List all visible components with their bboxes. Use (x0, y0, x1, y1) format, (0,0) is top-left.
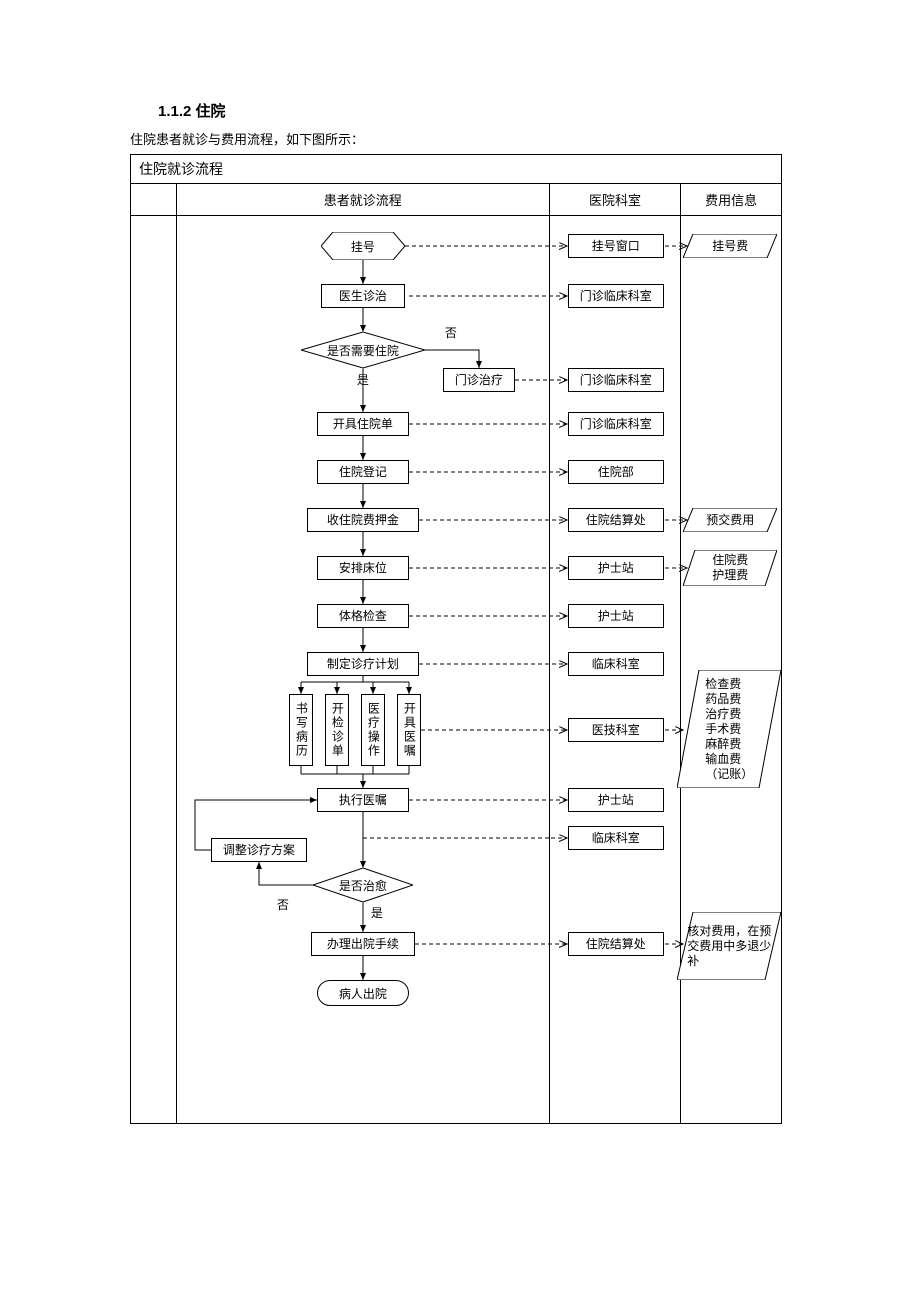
dept-outpatient-2: 门诊临床科室 (568, 368, 664, 392)
lane-fee: 费用信息 挂号费 预交费用 住院费 护理费 检查费 药品费 治疗费 手术费 麻醉… (681, 184, 781, 1123)
dept-settlement-1: 住院结算处 (568, 508, 664, 532)
lane-fee-body: 挂号费 预交费用 住院费 护理费 检查费 药品费 治疗费 手术费 麻醉费 输血费… (681, 216, 781, 1123)
dept-nurse-2: 护士站 (568, 604, 664, 628)
decision-cured: 是否治愈 (313, 868, 413, 902)
node-physical-exam: 体格检查 (317, 604, 409, 628)
lane-dept-body: 挂号窗口 门诊临床科室 门诊临床科室 门诊临床科室 住院部 住院结算处 护士站 … (550, 216, 681, 1123)
fee-multi: 检查费 药品费 治疗费 手术费 麻醉费 输血费 （记账） (677, 670, 781, 788)
node-medical-op: 医疗操作 (361, 694, 385, 766)
fee-hospital-nursing: 住院费 护理费 (683, 550, 777, 586)
node-adjust-plan: 调整诊疗方案 (211, 838, 307, 862)
lane-fee-header: 费用信息 (681, 184, 781, 216)
section-subtitle: 住院患者就诊与费用流程，如下图所示： (130, 129, 800, 148)
dept-nurse-3: 护士站 (568, 788, 664, 812)
node-open-exam: 开检诊单 (325, 694, 349, 766)
label-no-2: 否 (277, 896, 289, 913)
dept-clinical-1: 临床科室 (568, 652, 664, 676)
lane-main-body: 挂号 医生诊治 是否需要住院 否 是 门诊治疗 开具住院单 住院登记 收住院费押… (177, 216, 549, 1123)
lane-blank-header (131, 184, 176, 216)
node-discharge-proc: 办理出院手续 (311, 932, 415, 956)
section-heading: 1.1.2 住院 (158, 100, 800, 121)
dept-outpatient-1: 门诊临床科室 (568, 284, 664, 308)
dept-inpatient: 住院部 (568, 460, 664, 484)
dept-outpatient-3: 门诊临床科室 (568, 412, 664, 436)
lane-department: 医院科室 挂号窗口 门诊临床科室 门诊临床科室 门诊临床科室 住院部 住院结算处… (550, 184, 682, 1123)
node-write-record: 书写病历 (289, 694, 313, 766)
dept-nurse-1: 护士站 (568, 556, 664, 580)
swimlanes: 患者就诊流程 挂号 医生诊治 是否需要住院 否 是 门诊治疗 开具住院单 住院登… (131, 183, 781, 1123)
lane-patient-flow: 患者就诊流程 挂号 医生诊治 是否需要住院 否 是 门诊治疗 开具住院单 住院登… (177, 184, 550, 1123)
lane-main-header: 患者就诊流程 (177, 184, 549, 216)
dept-clinical-2: 临床科室 (568, 826, 664, 850)
node-outpatient-treat: 门诊治疗 (443, 368, 515, 392)
fee-register: 挂号费 (683, 234, 777, 258)
label-yes-1: 是 (357, 371, 369, 388)
node-register: 挂号 (321, 232, 405, 260)
dept-register-window: 挂号窗口 (568, 234, 664, 258)
node-exec-order: 执行医嘱 (317, 788, 409, 812)
node-treatment-plan: 制定诊疗计划 (307, 652, 419, 676)
node-open-order: 开具医嘱 (397, 694, 421, 766)
lane-dept-header: 医院科室 (550, 184, 681, 216)
lane-blank (131, 184, 177, 1123)
dept-tech: 医技科室 (568, 718, 664, 742)
label-no-1: 否 (445, 324, 457, 341)
node-bed-assign: 安排床位 (317, 556, 409, 580)
fee-reconcile: 核对费用，在预交费用中多退少补 (677, 912, 781, 980)
diagram-title: 住院就诊流程 (131, 155, 781, 183)
decision-need-hospitalize: 是否需要住院 (301, 332, 425, 368)
label-yes-2: 是 (371, 904, 383, 921)
terminator-discharged: 病人出院 (317, 980, 409, 1006)
node-admission-form: 开具住院单 (317, 412, 409, 436)
node-admission-register: 住院登记 (317, 460, 409, 484)
node-diagnose: 医生诊治 (321, 284, 405, 308)
flowchart: 住院就诊流程 患者就诊流程 挂号 医生诊治 是否需要住院 否 (130, 154, 782, 1124)
dept-settlement-2: 住院结算处 (568, 932, 664, 956)
node-deposit: 收住院费押金 (307, 508, 419, 532)
fee-prepay: 预交费用 (683, 508, 777, 532)
